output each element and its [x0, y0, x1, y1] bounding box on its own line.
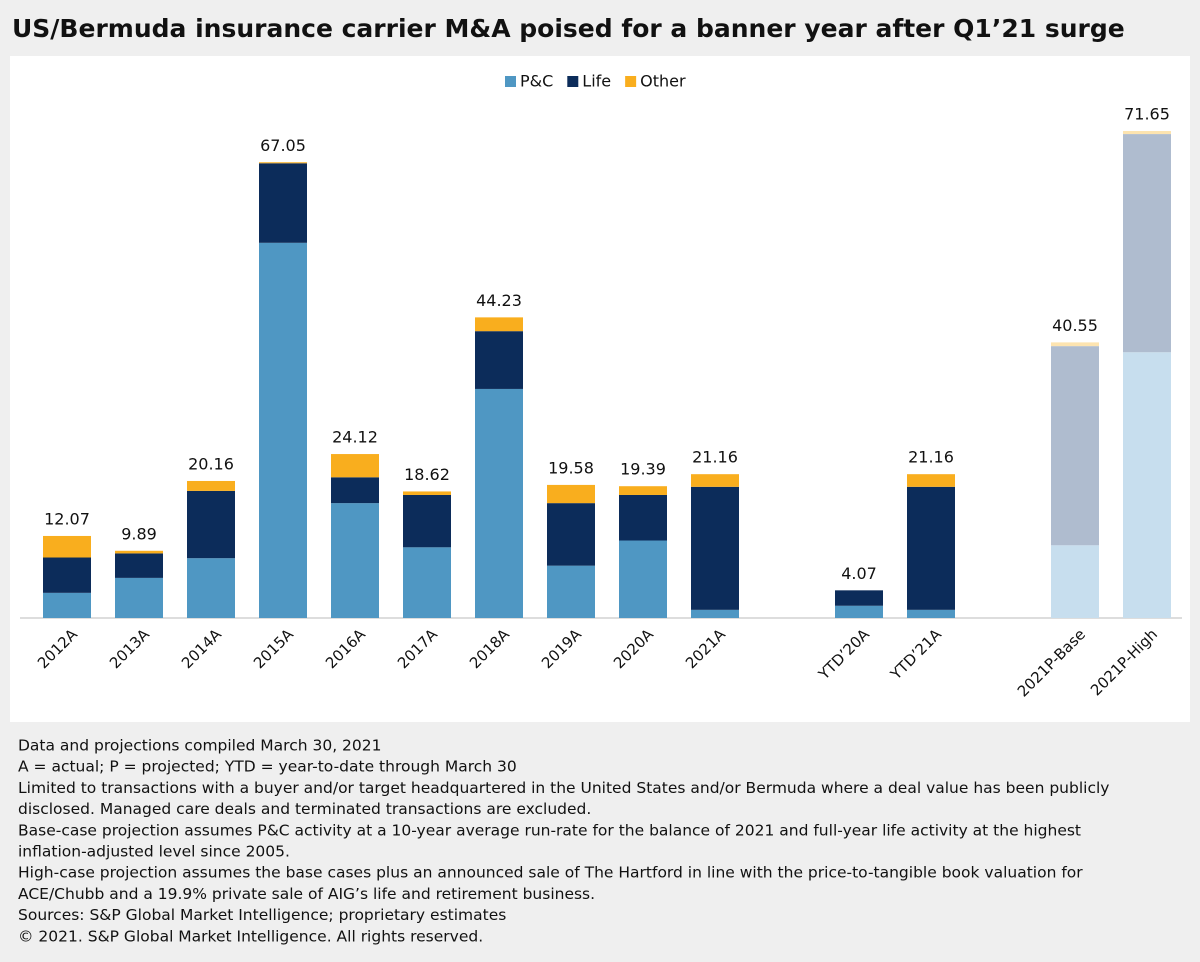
- bar-segment: [403, 494, 451, 548]
- bar-segment: [1123, 352, 1171, 618]
- footnote: ACE/Chubb and a 19.9% private sale of AI…: [18, 885, 595, 903]
- data-label: 71.65: [1124, 105, 1170, 124]
- bar-segment: [619, 540, 667, 618]
- legend-swatch: [505, 76, 516, 87]
- bar-segment: [475, 331, 523, 389]
- chart-title: US/Bermuda insurance carrier M&A poised …: [12, 14, 1125, 43]
- bar-segment: [187, 558, 235, 618]
- data-label: 19.58: [548, 458, 594, 477]
- data-label: 21.16: [692, 448, 738, 467]
- legend-label: Life: [582, 72, 611, 91]
- bar-segment: [331, 503, 379, 618]
- bar-segment: [1123, 131, 1171, 135]
- bar-segment: [259, 162, 307, 164]
- bar-segment: [1051, 346, 1099, 546]
- footnote: Data and projections compiled March 30, …: [18, 737, 382, 755]
- bar-segment: [907, 609, 955, 618]
- footnote: High-case projection assumes the base ca…: [18, 864, 1083, 882]
- footnote: inflation-adjusted level since 2005.: [18, 843, 290, 861]
- bar-segment: [475, 388, 523, 618]
- bar-segment: [475, 317, 523, 332]
- bar-segment: [835, 605, 883, 618]
- bar-segment: [43, 592, 91, 618]
- data-label: 4.07: [841, 564, 877, 583]
- footnote: Limited to transactions with a buyer and…: [18, 779, 1109, 797]
- legend-label: Other: [640, 72, 686, 91]
- bar-segment: [1123, 134, 1171, 353]
- bar-segment: [115, 553, 163, 578]
- bar-segment: [259, 242, 307, 618]
- plot-panel: [10, 56, 1190, 722]
- bar-segment: [619, 486, 667, 495]
- bar-segment: [187, 480, 235, 491]
- footnote: Base-case projection assumes P&C activit…: [18, 821, 1081, 839]
- bar-segment: [259, 163, 307, 243]
- legend-swatch: [625, 76, 637, 87]
- footnote: Sources: S&P Global Market Intelligence;…: [18, 906, 506, 924]
- data-label: 21.16: [908, 448, 954, 467]
- data-label: 12.07: [44, 509, 90, 528]
- bar-segment: [547, 503, 595, 566]
- legend-swatch: [567, 76, 579, 87]
- data-label: 18.62: [404, 465, 450, 484]
- bar-segment: [907, 486, 955, 610]
- bar-segment: [547, 484, 595, 504]
- footnote: A = actual; P = projected; YTD = year-to…: [18, 758, 517, 776]
- bar-segment: [331, 477, 379, 504]
- bar-segment: [691, 474, 739, 487]
- bar-segment: [907, 474, 955, 487]
- bar-segment: [835, 590, 883, 606]
- data-label: 19.39: [620, 460, 666, 479]
- bar-segment: [331, 454, 379, 478]
- bar-segment: [1051, 342, 1099, 347]
- bar-segment: [403, 491, 451, 495]
- data-label: 67.05: [260, 136, 306, 155]
- bar-segment: [187, 490, 235, 559]
- bar-segment: [619, 494, 667, 541]
- bar-segment: [43, 535, 91, 558]
- legend-label: P&C: [520, 72, 553, 91]
- bar-segment: [403, 547, 451, 618]
- data-label: 44.23: [476, 291, 522, 310]
- bar-segment: [1051, 545, 1099, 618]
- footnote: © 2021. S&P Global Market Intelligence. …: [18, 927, 483, 945]
- bar-segment: [115, 550, 163, 554]
- bar-segment: [115, 577, 163, 618]
- data-label: 20.16: [188, 454, 234, 473]
- footnote: disclosed. Managed care deals and termin…: [18, 800, 591, 818]
- data-label: 9.89: [121, 524, 157, 543]
- data-label: 24.12: [332, 428, 378, 447]
- bar-segment: [691, 609, 739, 618]
- data-label: 40.55: [1052, 316, 1098, 335]
- bar-segment: [43, 557, 91, 593]
- bar-segment: [691, 486, 739, 610]
- bar-segment: [547, 565, 595, 618]
